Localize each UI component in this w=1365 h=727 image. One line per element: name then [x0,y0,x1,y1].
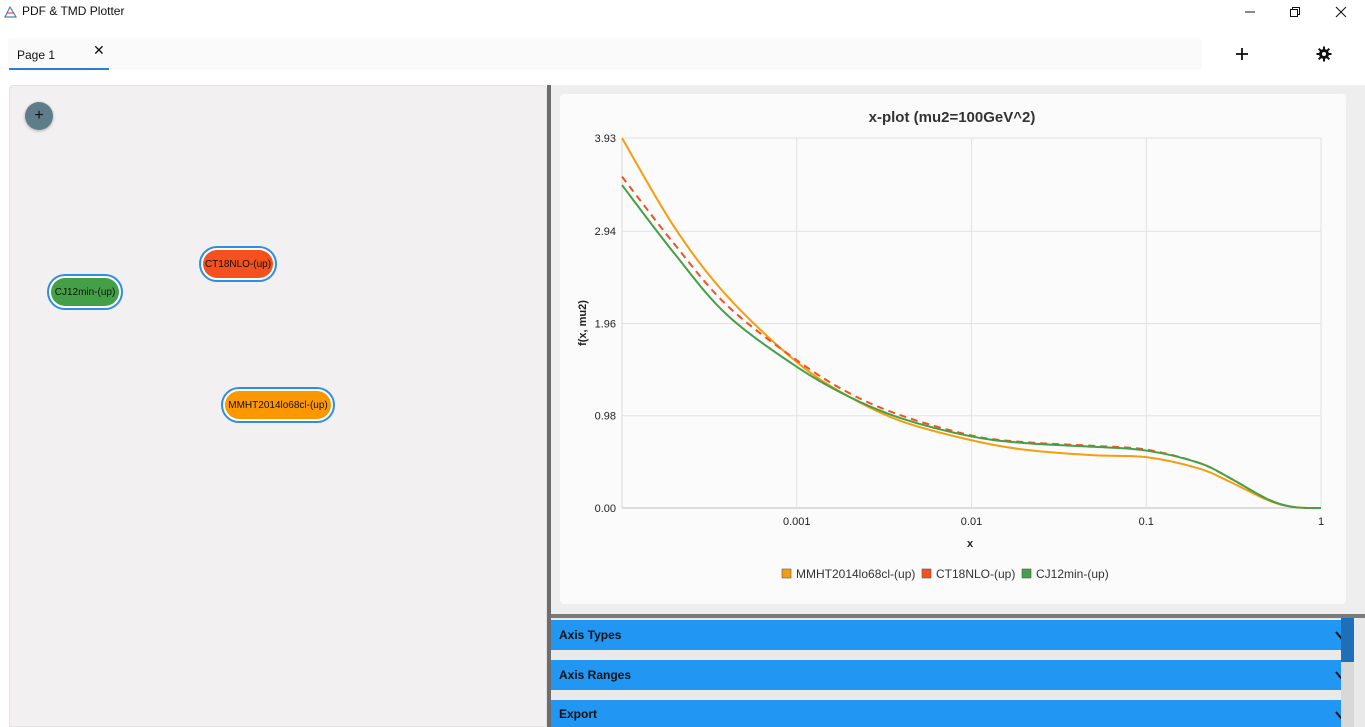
restore-button[interactable] [1272,0,1318,23]
tab-strip [8,38,1202,70]
accordion-label: Export [559,706,598,721]
title-bar: PDF & TMD Plotter [0,0,1365,23]
legend-swatch [1021,568,1032,579]
app-icon [4,5,17,18]
vertical-splitter[interactable] [547,85,551,727]
minimize-icon [1245,11,1255,12]
node-mmht2014[interactable]: MMHT2014lo68cl-(up) [221,387,335,423]
legend-swatch [921,568,932,579]
legend-label: MMHT2014lo68cl-(up) [796,567,915,581]
add-node-icon: + [34,107,44,124]
y-tick-label: 0.98 [595,411,616,423]
tab-label: Page 1 [17,48,56,62]
accordion-label: Axis Ranges [559,668,632,682]
scrollbar-thumb[interactable] [1341,618,1354,662]
tab-page-1[interactable]: Page 1 ✕ [9,38,109,70]
accordion-label: Axis Types [559,628,622,642]
chart-title: x-plot (mu2=100GeV^2) [869,109,1036,126]
settings-button[interactable] [1312,42,1336,66]
x-plot-chart[interactable]: x-plot (mu2=100GeV^2) f(x, mu2) x 0.00 0.… [560,94,1346,604]
restore-icon [1290,6,1300,17]
accordion-axis-types[interactable]: Axis Types [551,620,1354,650]
accordion-export[interactable]: Export [551,700,1354,727]
y-axis-label: f(x, mu2) [577,300,589,346]
plus-icon [1236,48,1248,60]
horizontal-splitter[interactable] [551,614,1365,618]
node-cj12min[interactable]: CJ12min-(up) [47,274,123,310]
series-line-cj12min-up- [621,184,1322,510]
node-ct18nlo[interactable]: CT18NLO-(up) [199,246,277,282]
legend-swatch [781,568,792,579]
add-node-button[interactable]: + [25,102,53,130]
x-tick-label: 0.1 [1139,516,1154,528]
legend-label: CT18NLO-(up) [936,567,1015,581]
add-page-button[interactable] [1230,42,1254,66]
x-axis-label: x [967,538,974,550]
accordion-axis-ranges[interactable]: Axis Ranges [551,660,1354,690]
close-icon [1335,6,1347,17]
tab-active-indicator [9,68,109,70]
chart-card [560,94,1346,604]
y-tick-label: 2.94 [595,226,616,238]
series-line-mmht2014lo68cl-up- [621,137,1322,509]
tab-bar [0,23,1365,85]
y-tick-label: 0.00 [595,503,616,515]
node-label: MMHT2014lo68cl-(up) [225,391,331,419]
tab-close-icon[interactable]: ✕ [93,42,105,58]
legend-label: CJ12min-(up) [1036,567,1109,581]
node-label: CT18NLO-(up) [203,250,273,278]
x-tick-label: 1 [1318,516,1324,528]
x-tick-label: 0.001 [783,516,811,528]
minimize-button[interactable] [1227,0,1273,23]
x-tick-label: 0.01 [961,516,982,528]
y-tick-label: 3.93 [595,133,616,145]
close-window-button[interactable] [1318,0,1364,23]
node-label: CJ12min-(up) [51,278,119,306]
window-title: PDF & TMD Plotter [22,4,125,18]
y-tick-label: 1.96 [595,318,616,330]
gear-icon [1316,46,1332,62]
